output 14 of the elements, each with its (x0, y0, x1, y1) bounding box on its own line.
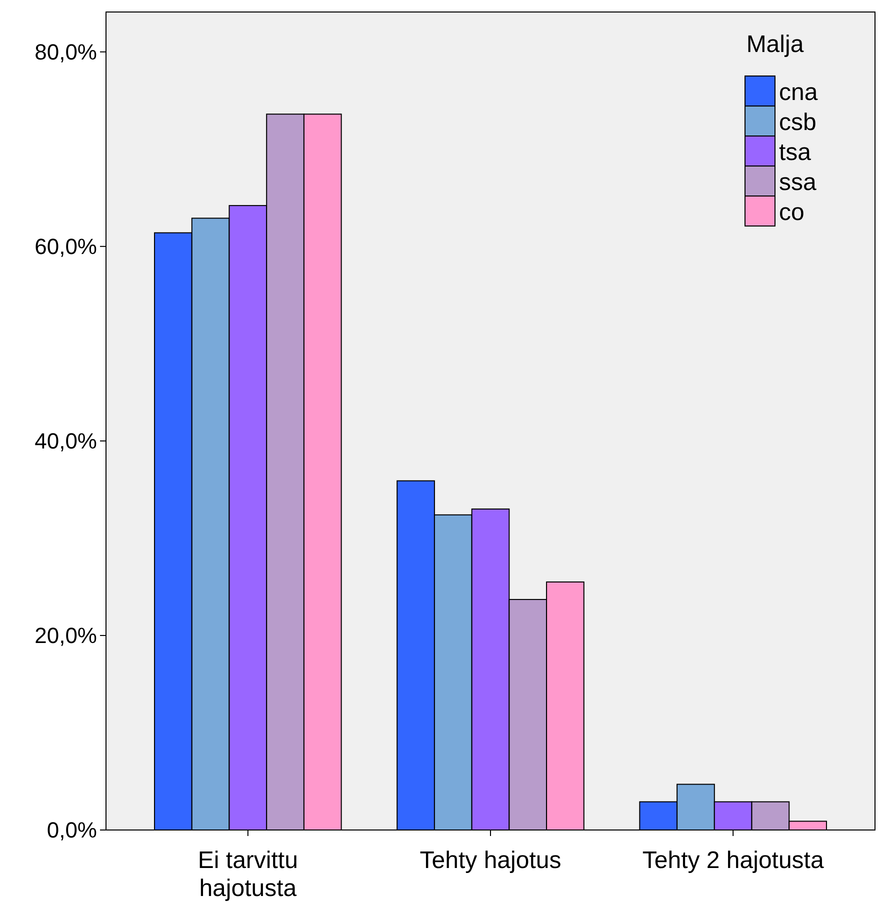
legend-label: ssa (779, 169, 817, 196)
x-tick-label: Tehty hajotus (420, 847, 562, 874)
legend-label: tsa (779, 139, 812, 166)
legend-title: Malja (746, 31, 804, 58)
y-tick-label: 20,0% (34, 623, 97, 648)
legend-label: co (779, 199, 804, 226)
legend-label: csb (779, 109, 816, 136)
x-tick-label: Tehty 2 hajotusta (642, 847, 824, 874)
y-tick-label: 80,0% (34, 40, 97, 65)
y-tick-label: 0,0% (46, 818, 97, 843)
y-tick-label: 60,0% (34, 234, 97, 260)
x-tick-label: Ei tarvittu hajotusta (198, 847, 298, 902)
y-tick-label: 40,0% (34, 428, 97, 454)
legend-label: cna (779, 79, 818, 106)
